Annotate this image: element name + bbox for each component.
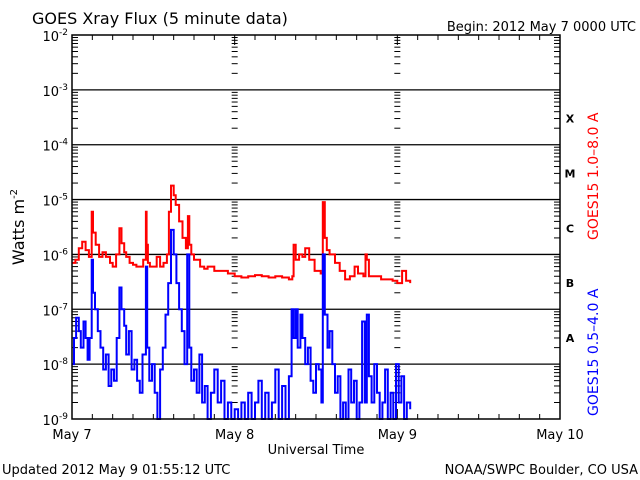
y-axis-label-exponent: -2 xyxy=(9,189,20,199)
y-tick-exponent: -4 xyxy=(59,138,68,148)
x-tick-labels: May 7 May 8 May 9 May 10 xyxy=(52,428,583,443)
plot-frame xyxy=(71,34,561,420)
y-axis-label-text: Watts m xyxy=(9,199,28,265)
y-tick-base: 10 xyxy=(42,249,59,264)
y-tick-base: 10 xyxy=(42,140,59,155)
y-tick-base: 10 xyxy=(42,30,59,45)
y-tick-label: 10-3 xyxy=(42,83,68,100)
y-tick-exponent: -6 xyxy=(59,247,68,257)
y-tick-label: 10-6 xyxy=(42,247,68,264)
y-tick-base: 10 xyxy=(42,359,59,374)
y-tick-label: 10-7 xyxy=(42,302,68,319)
flare-class-label: A xyxy=(566,332,575,345)
y-tick-exponent: -9 xyxy=(59,412,68,422)
y-tick-label: 10-2 xyxy=(42,28,68,45)
series-line-short-wavelength xyxy=(72,228,412,420)
y-tick-exponent: -3 xyxy=(59,83,68,93)
credit-label: NOAA/SWPC Boulder, CO USA xyxy=(445,463,638,478)
y-axis-label: Watts m-2 xyxy=(9,189,28,265)
x-tick-label: May 9 xyxy=(378,428,417,443)
series-line-long-wavelength xyxy=(72,184,412,285)
flare-class-labels: X M C B A xyxy=(565,113,576,345)
y-tick-exponent: -7 xyxy=(59,302,68,312)
y-tick-label: 10-9 xyxy=(42,412,68,429)
flare-class-label: B xyxy=(566,277,574,290)
y-tick-label: 10-4 xyxy=(42,138,68,155)
series-lines xyxy=(72,184,412,420)
y-tick-labels: 10-210-310-410-510-610-710-810-9 xyxy=(42,28,68,429)
series-label-long: GOES15 1.0–8.0 A xyxy=(586,112,602,240)
begin-label: Begin: 2012 May 7 0000 UTC xyxy=(447,20,636,35)
y-tick-exponent: -8 xyxy=(59,357,68,367)
y-tick-base: 10 xyxy=(42,85,59,100)
y-tick-exponent: -2 xyxy=(59,28,68,38)
chart-title: GOES Xray Flux (5 minute data) xyxy=(32,9,288,28)
x-tick-label: May 8 xyxy=(215,428,254,443)
y-tick-base: 10 xyxy=(42,195,59,210)
y-tick-base: 10 xyxy=(42,304,59,319)
updated-timestamp: Updated 2012 May 9 01:55:12 UTC xyxy=(2,463,230,478)
series-label-short: GOES15 0.5–4.0 A xyxy=(586,288,602,416)
flare-class-label: M xyxy=(565,167,576,180)
y-tick-exponent: -5 xyxy=(59,193,68,203)
y-tick-label: 10-8 xyxy=(42,357,68,374)
x-axis-label: Universal Time xyxy=(268,443,365,458)
y-tick-label: 10-5 xyxy=(42,193,68,210)
x-tick-label: May 10 xyxy=(536,428,584,443)
flare-class-label: C xyxy=(566,222,574,235)
x-tick-label: May 7 xyxy=(52,428,91,443)
y-tick-base: 10 xyxy=(42,414,59,429)
flare-class-label: X xyxy=(566,113,575,126)
